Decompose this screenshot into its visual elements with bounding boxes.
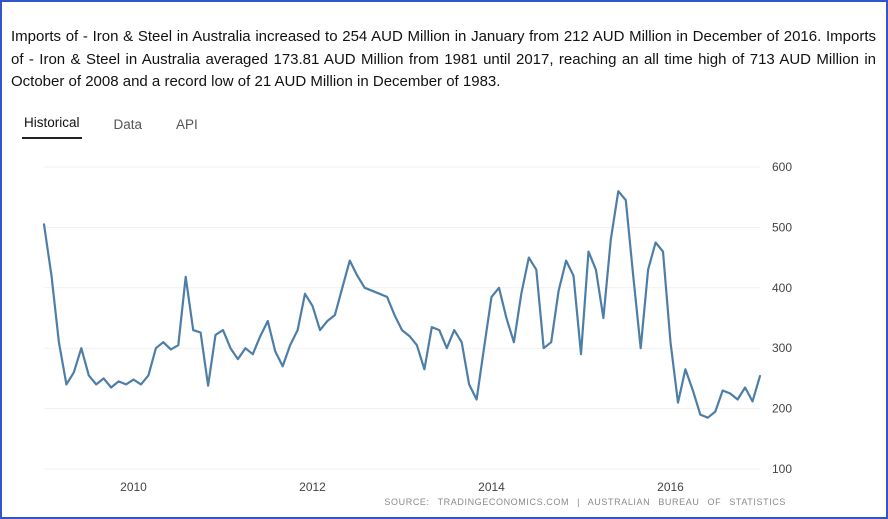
import-summary-text: Imports of - Iron & Steel in Australia i… bbox=[11, 28, 876, 90]
y-tick-label: 200 bbox=[772, 401, 792, 415]
tab-api[interactable]: API bbox=[176, 116, 198, 132]
tab-bar: Historical Data API bbox=[22, 109, 886, 139]
line-chart-svg: 100 200 300 400 500 600 2010 2012 2014 2016 bbox=[42, 160, 792, 494]
imports-series-line bbox=[42, 189, 762, 419]
x-tick-label: 2014 bbox=[478, 480, 505, 494]
chart-area: 100 200 300 400 500 600 2010 2012 2014 2016 bbox=[16, 147, 886, 499]
y-tick-label: 300 bbox=[772, 341, 792, 355]
y-tick-label: 100 bbox=[772, 462, 792, 476]
source-attribution: SOURCE: TRADINGECONOMICS.COM | AUSTRALIA… bbox=[384, 497, 786, 507]
tab-historical[interactable]: Historical bbox=[22, 109, 82, 139]
y-tick-label: 400 bbox=[772, 280, 792, 294]
x-tick-label: 2012 bbox=[299, 480, 326, 494]
x-tick-label: 2016 bbox=[657, 480, 684, 494]
y-tick-label: 500 bbox=[772, 220, 792, 234]
x-tick-label: 2010 bbox=[120, 480, 147, 494]
tab-data[interactable]: Data bbox=[113, 116, 143, 132]
y-tick-label: 600 bbox=[772, 160, 792, 174]
